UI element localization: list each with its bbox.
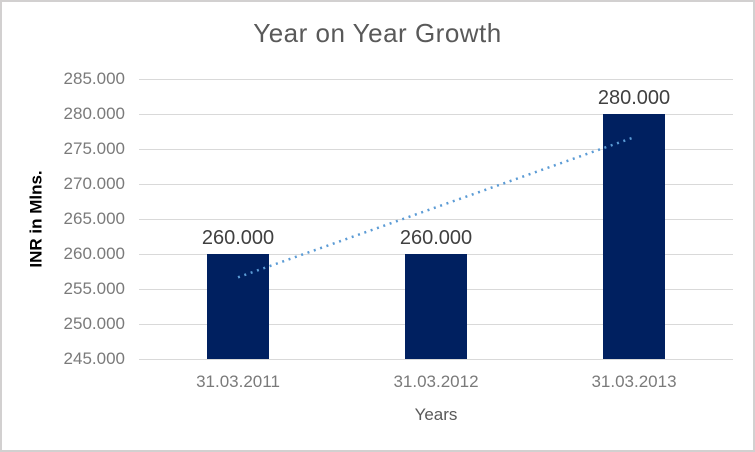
x-category-label: 31.03.2012 <box>393 372 479 391</box>
bar-31-03-2011 <box>207 254 269 359</box>
bar-value-label: 260.000 <box>399 227 473 249</box>
y-tick-label: 265.000 <box>63 209 125 228</box>
bar-31-03-2012 <box>405 254 467 359</box>
y-tick-label: 275.000 <box>63 139 125 158</box>
gridline <box>139 114 733 115</box>
y-tick-label: 255.000 <box>63 279 125 298</box>
y-tick-label: 260.000 <box>63 244 125 263</box>
gridline <box>139 79 733 80</box>
y-tick-label: 270.000 <box>63 174 125 193</box>
y-tick-label: 285.000 <box>63 69 125 88</box>
y-tick-label: 280.000 <box>63 104 125 123</box>
x-axis-line <box>139 359 733 360</box>
plot-area: 260.000 260.000 280.000 31.03.2011 31.03… <box>139 79 733 424</box>
bar-31-03-2013 <box>603 114 665 359</box>
y-axis-title-wrap: INR in Mlns. <box>22 79 52 359</box>
y-axis-title: INR in Mlns. <box>27 170 46 268</box>
y-tick-label: 245.000 <box>63 349 125 368</box>
chart-title: Year on Year Growth <box>253 18 502 48</box>
y-tick-label: 250.000 <box>63 314 125 333</box>
x-category-label: 31.03.2011 <box>196 372 280 391</box>
bar-value-label: 280.000 <box>597 87 671 109</box>
bar-value-label: 260.000 <box>201 227 275 249</box>
x-category-label: 31.03.2013 <box>591 372 677 391</box>
x-axis-title: Years <box>414 405 458 424</box>
